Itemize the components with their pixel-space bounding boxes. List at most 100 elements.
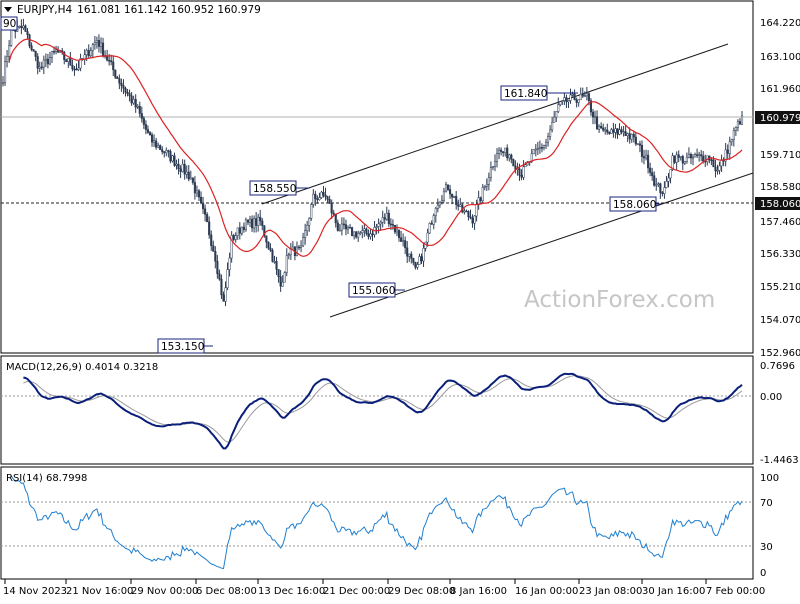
channel-lower-line: [329, 172, 754, 318]
candle-body: [248, 218, 252, 223]
candle-body: [55, 49, 58, 52]
candle-body: [50, 51, 54, 58]
candle-body: [165, 150, 168, 154]
candle-body: [324, 194, 327, 197]
candle-body: [34, 51, 37, 57]
candle-body: [226, 269, 229, 289]
candle-body: [1, 82, 5, 85]
candle-body: [348, 227, 352, 229]
candle-body: [495, 153, 499, 162]
dropdown-arrow-icon[interactable]: [4, 7, 12, 12]
channel-upper-line: [261, 43, 729, 205]
candle-body: [418, 256, 421, 265]
candle-body: [524, 164, 527, 168]
candle-body: [638, 143, 641, 146]
candle-body: [473, 215, 476, 224]
candle-body: [724, 149, 727, 162]
candle-body: [302, 237, 305, 247]
candle-body: [153, 140, 156, 143]
watermark: ActionForex.com: [524, 287, 715, 313]
candle-body: [132, 99, 135, 104]
time-tick: 7 Feb 00:00: [706, 586, 765, 597]
candle-body: [520, 175, 523, 178]
candle-body: [469, 216, 472, 219]
time-tick: 6 Dec 08:00: [196, 586, 257, 597]
candle-body: [734, 127, 737, 131]
candle-body: [218, 273, 221, 280]
candle-body: [689, 154, 693, 159]
candle-body: [42, 59, 45, 68]
candle-body: [357, 233, 360, 238]
candle-body: [344, 224, 348, 230]
candle-body: [665, 181, 668, 188]
rsi-group: [10, 475, 743, 570]
candle-body: [740, 115, 744, 125]
candle-body: [673, 155, 676, 163]
candle-body: [63, 52, 66, 60]
candle-body: [271, 250, 274, 262]
candle-body: [538, 147, 541, 149]
candle-body: [379, 222, 382, 225]
macd-signal-line: [23, 375, 743, 443]
candle-body: [691, 156, 695, 159]
candle-body: [628, 133, 631, 140]
rsi-tick: 70: [760, 498, 773, 509]
price-tick: 155.210: [760, 282, 800, 293]
candle-body: [481, 187, 484, 201]
time-tick: 30 Jan 16:00: [642, 586, 705, 597]
candle-body: [675, 154, 678, 163]
candle-body: [110, 60, 113, 63]
candle-body: [455, 196, 458, 205]
candle-body: [510, 154, 513, 160]
candle-body: [626, 133, 629, 136]
candle-body: [232, 235, 235, 240]
candle-body: [489, 167, 492, 178]
candle-body: [477, 197, 480, 205]
candle-body: [440, 199, 443, 203]
candle-body: [297, 246, 301, 249]
macd-group: [23, 372, 743, 450]
candle-body: [181, 163, 184, 172]
candle-body: [408, 253, 411, 257]
candle-body: [257, 216, 260, 226]
candle-body: [587, 93, 590, 101]
candle-body: [118, 78, 121, 84]
candle-body: [565, 97, 568, 103]
candle-body: [269, 247, 272, 251]
candle-body: [314, 193, 317, 199]
candle-body: [101, 42, 105, 56]
candle-body: [393, 224, 397, 233]
candle-body: [222, 294, 225, 302]
candle-body: [465, 210, 468, 213]
candle-body: [312, 193, 315, 205]
candle-body: [387, 212, 390, 225]
candle-body: [295, 246, 299, 256]
candle-body: [122, 85, 125, 89]
candle-body: [451, 193, 454, 198]
candle-body: [187, 171, 190, 180]
candle-body: [155, 140, 158, 148]
candle-body: [99, 42, 103, 47]
candle-body: [567, 100, 570, 103]
candle-body: [22, 25, 25, 29]
candle-body: [244, 219, 247, 230]
candle-body: [342, 223, 345, 226]
candle-body: [355, 231, 358, 238]
candle-body: [216, 260, 219, 274]
candle-body: [30, 45, 33, 50]
candle-body: [130, 95, 133, 104]
annotation-158550-label: 158.550: [253, 183, 296, 195]
candle-body: [600, 126, 603, 129]
candle-body: [242, 226, 245, 230]
candle-body: [536, 148, 539, 150]
time-tick: 21 Nov 16:00: [66, 586, 133, 597]
candle-body: [579, 94, 582, 101]
candle-body: [308, 218, 311, 226]
candle-body: [653, 175, 656, 186]
candle-body: [8, 45, 11, 57]
candle-body: [483, 186, 486, 188]
candle-body: [442, 190, 446, 201]
candle-body: [493, 161, 497, 167]
candle-body: [426, 232, 429, 243]
